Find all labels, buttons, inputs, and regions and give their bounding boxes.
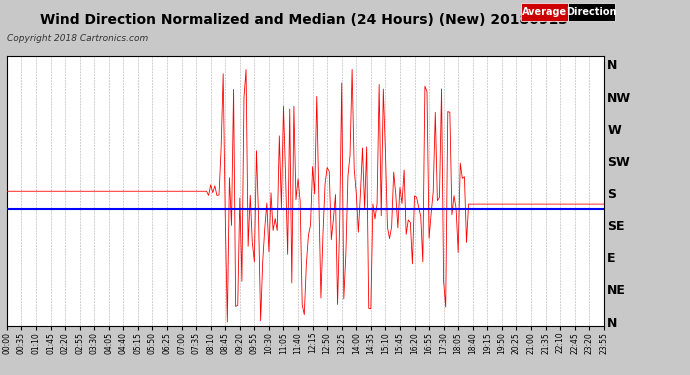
Text: SW: SW <box>607 156 630 169</box>
Text: S: S <box>607 188 616 201</box>
Text: E: E <box>607 252 615 265</box>
Text: N: N <box>607 316 618 330</box>
Text: NE: NE <box>607 284 626 297</box>
Text: N: N <box>607 59 618 72</box>
Text: W: W <box>607 124 621 136</box>
Text: Direction: Direction <box>566 7 617 16</box>
Text: NW: NW <box>607 92 631 105</box>
Text: Copyright 2018 Cartronics.com: Copyright 2018 Cartronics.com <box>7 34 148 43</box>
Text: Average: Average <box>522 7 567 16</box>
Text: SE: SE <box>607 220 624 233</box>
Text: Wind Direction Normalized and Median (24 Hours) (New) 20180913: Wind Direction Normalized and Median (24… <box>39 13 568 27</box>
